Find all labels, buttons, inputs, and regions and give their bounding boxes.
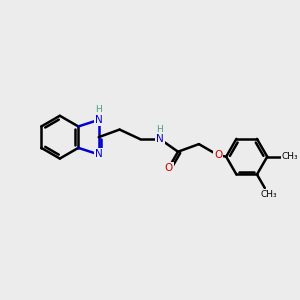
Text: O: O [214, 150, 222, 160]
Text: CH₃: CH₃ [282, 152, 298, 161]
Text: H: H [95, 105, 102, 114]
Text: CH₃: CH₃ [260, 190, 277, 199]
Text: N: N [156, 134, 164, 144]
Text: N: N [95, 149, 103, 160]
Text: H: H [156, 125, 163, 134]
Text: N: N [95, 115, 103, 125]
Text: O: O [164, 163, 173, 173]
